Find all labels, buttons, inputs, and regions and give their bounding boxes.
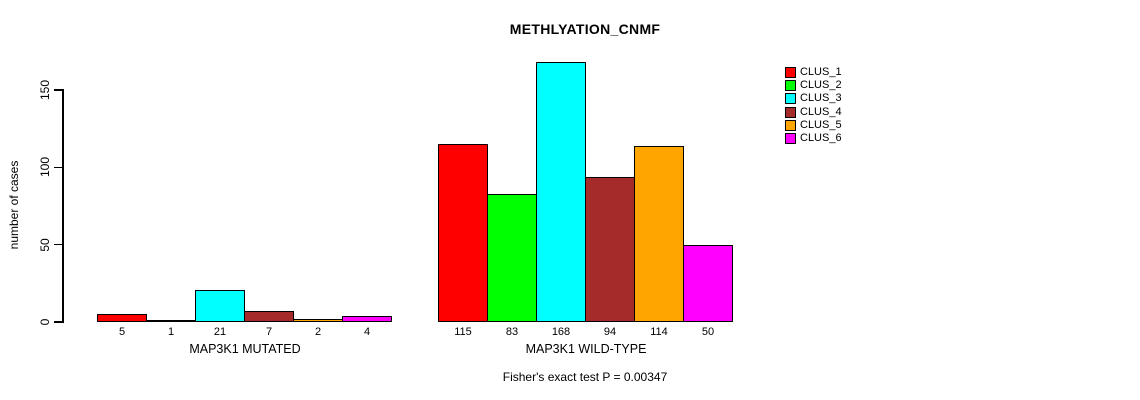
bar-value-label: 114 bbox=[650, 326, 668, 338]
legend-label: CLUS_1 bbox=[800, 66, 842, 79]
legend-swatch-icon bbox=[785, 119, 796, 131]
bar-clus_1-mutated bbox=[97, 314, 147, 322]
bar-value-label: 7 bbox=[265, 326, 273, 338]
bar-value-label: 4 bbox=[363, 326, 371, 338]
bar-clus_3-wildtype bbox=[536, 62, 586, 322]
legend-label: CLUS_6 bbox=[800, 132, 842, 145]
legend-label: CLUS_4 bbox=[800, 105, 842, 118]
legend-label: CLUS_3 bbox=[800, 92, 842, 105]
legend-row-clus_2: CLUS_2 bbox=[785, 79, 842, 92]
legend-swatch-icon bbox=[785, 80, 796, 92]
legend-row-clus_5: CLUS_5 bbox=[785, 119, 842, 132]
bar-value-label: 115 bbox=[454, 326, 472, 338]
y-tick-label: 100 bbox=[38, 157, 52, 178]
group-label-wildtype: MAP3K1 WILD-TYPE bbox=[525, 342, 647, 356]
legend-row-clus_6: CLUS_6 bbox=[785, 132, 842, 145]
legend-swatch-icon bbox=[785, 67, 796, 79]
legend-swatch-icon bbox=[785, 133, 796, 145]
bar-clus_6-wildtype bbox=[683, 244, 733, 322]
bar-clus_2-mutated bbox=[146, 320, 196, 322]
bar-clus_5-mutated bbox=[293, 318, 343, 322]
y-tick-label: 150 bbox=[38, 79, 52, 101]
bar-clus_3-mutated bbox=[195, 289, 245, 322]
bar-clus_4-mutated bbox=[244, 311, 294, 322]
bar-clus_2-wildtype bbox=[487, 193, 537, 322]
legend: CLUS_1 CLUS_2 CLUS_3 CLUS_4 CLUS_5 CLUS_6 bbox=[785, 66, 842, 145]
legend-row-clus_1: CLUS_1 bbox=[785, 66, 842, 79]
bar-clus_5-wildtype bbox=[634, 145, 684, 322]
legend-label: CLUS_2 bbox=[800, 79, 842, 92]
y-axis-line bbox=[62, 89, 64, 323]
bar-value-label: 50 bbox=[701, 326, 715, 338]
y-tick-label: 50 bbox=[38, 237, 52, 252]
bar-value-label: 168 bbox=[551, 326, 571, 338]
y-tick-label: 0 bbox=[38, 318, 52, 326]
legend-row-clus_3: CLUS_3 bbox=[785, 92, 842, 105]
y-tick-mark bbox=[54, 243, 62, 246]
legend-row-clus_4: CLUS_4 bbox=[785, 106, 842, 119]
bar-clus_4-wildtype bbox=[585, 176, 635, 322]
y-tick-mark bbox=[54, 166, 62, 169]
bar-value-label: 1 bbox=[167, 326, 175, 338]
chart-title: METHLYATION_CNMF bbox=[509, 21, 661, 37]
bar-value-label: 94 bbox=[603, 326, 617, 338]
bar-clus_6-mutated bbox=[342, 315, 392, 322]
group-label-mutated: MAP3K1 MUTATED bbox=[189, 342, 301, 356]
fisher-test-annotation: Fisher's exact test P = 0.00347 bbox=[502, 370, 668, 384]
bar-value-label: 21 bbox=[213, 326, 227, 338]
legend-swatch-icon bbox=[785, 93, 796, 105]
y-axis-label: number of cases bbox=[7, 160, 21, 250]
legend-swatch-icon bbox=[785, 106, 796, 118]
bar-clus_1-wildtype bbox=[438, 144, 488, 322]
bar-value-label: 83 bbox=[505, 326, 519, 338]
bar-value-label: 2 bbox=[314, 326, 322, 338]
y-tick-mark bbox=[54, 89, 62, 91]
bar-value-label: 5 bbox=[118, 326, 126, 338]
legend-label: CLUS_5 bbox=[800, 118, 842, 131]
y-tick-mark bbox=[54, 321, 62, 323]
